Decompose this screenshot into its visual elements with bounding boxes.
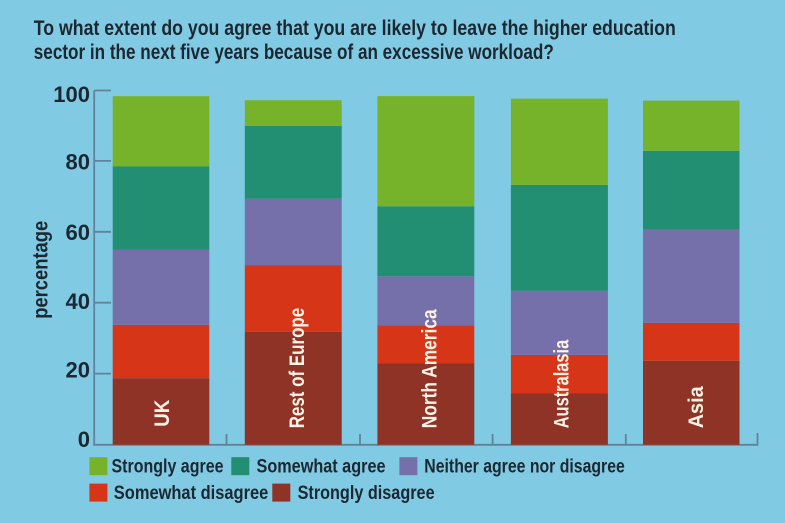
svg-text:60: 60 bbox=[66, 220, 90, 245]
svg-text:80: 80 bbox=[66, 149, 90, 174]
svg-text:Neither agree nor disagree: Neither agree nor disagree bbox=[424, 457, 625, 478]
svg-text:20: 20 bbox=[66, 357, 90, 382]
svg-text:0: 0 bbox=[78, 427, 90, 452]
svg-text:To what extent do you agree th: To what extent do you agree that you are… bbox=[34, 16, 676, 40]
svg-text:100: 100 bbox=[53, 82, 90, 107]
svg-text:Strongly agree: Strongly agree bbox=[112, 457, 224, 478]
svg-text:UK: UK bbox=[150, 399, 174, 426]
svg-text:Strongly disagree: Strongly disagree bbox=[298, 483, 435, 504]
svg-text:Rest of Europe: Rest of Europe bbox=[285, 308, 309, 429]
svg-text:Somewhat disagree: Somewhat disagree bbox=[114, 483, 268, 504]
svg-text:North America: North America bbox=[417, 308, 441, 428]
svg-text:40: 40 bbox=[66, 289, 90, 314]
svg-text:percentage: percentage bbox=[29, 221, 53, 319]
svg-text:Somewhat agree: Somewhat agree bbox=[257, 457, 386, 478]
svg-text:Australasia: Australasia bbox=[550, 339, 574, 428]
svg-text:Asia: Asia bbox=[684, 385, 708, 428]
svg-text:sector in the next five years: sector in the next five years because of… bbox=[34, 40, 554, 64]
